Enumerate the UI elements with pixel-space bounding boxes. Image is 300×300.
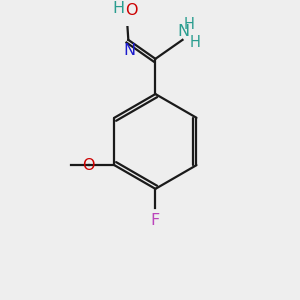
- Text: H: H: [113, 1, 125, 16]
- Text: N: N: [178, 23, 190, 38]
- Text: O: O: [82, 158, 95, 173]
- Text: O: O: [126, 3, 138, 18]
- Text: H: H: [189, 35, 200, 50]
- Text: F: F: [151, 213, 160, 228]
- Text: H: H: [184, 17, 195, 32]
- Text: N: N: [123, 43, 135, 58]
